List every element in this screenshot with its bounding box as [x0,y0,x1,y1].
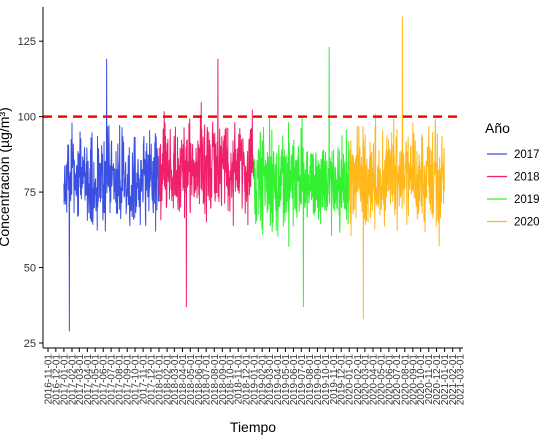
x-tick-label: 2019-11-01 [329,354,340,405]
x-tick-label: 2019-03-01 [265,354,276,406]
x-tick-label: 2020-05-01 [376,354,387,406]
x-tick-label: 2017-03-01 [75,354,86,406]
x-tick-label: 2018-03-01 [170,354,181,406]
x-tick-label: 2018-01-01 [155,354,166,406]
x-tick-label: 2019-10-01 [321,354,332,406]
x-tick-label: 2021-03-01 [456,354,467,406]
x-tick-label: 2018-10-01 [226,354,237,406]
y-tick-label: 50 [24,263,36,275]
x-tick-label: 2020-06-01 [384,354,395,406]
x-tick-label: 2016-11-01 [44,354,55,405]
x-tick-label: 2020-07-01 [392,354,403,406]
x-tick-label: 2018-12-01 [242,354,253,406]
x-tick-label: 2017-06-01 [99,354,110,406]
x-tick-label: 2018-08-01 [210,354,221,406]
x-tick-label: 2019-01-01 [250,354,261,406]
x-tick-label: 2018-06-01 [194,354,205,406]
x-tick-label: 2017-10-01 [131,354,142,406]
y-tick-label: 25 [24,338,36,350]
x-tick-label: 2020-02-01 [353,354,364,406]
series-line-2018 [158,58,255,308]
x-tick-label: 2018-02-01 [163,354,174,406]
x-tick-label: 2020-04-01 [368,354,379,406]
x-tick-label: 2019-06-01 [289,354,300,406]
x-tick-label: 2017-04-01 [83,354,94,406]
y-tick-label: 100 [18,112,36,124]
legend-label-2017: 2017 [514,149,540,161]
x-tick-label: 2018-05-01 [186,354,197,406]
x-tick-label: 2018-07-01 [202,354,213,406]
x-tick-label: 2019-08-01 [305,354,316,406]
y-axis-ticks: 25 50 75 100 125 [18,36,43,350]
y-tick-label: 75 [24,187,36,199]
x-tick-label: 2018-04-01 [178,354,189,406]
x-tick-label: 2020-03-01 [360,354,371,406]
x-tick-label: 2017-02-01 [67,354,78,406]
legend-label-2020: 2020 [514,217,540,229]
x-tick-label: 2019-02-01 [258,354,269,406]
x-tick-label: 2021-01-01 [440,354,451,406]
x-tick-label: 2018-11-01 [234,354,245,405]
x-axis-label: Tiempo [230,419,276,435]
x-tick-label: 2020-09-01 [408,354,419,406]
x-tick-label: 2019-04-01 [273,354,284,406]
legend: Año 2017 2018 2019 2020 [485,120,540,229]
x-tick-label: 2019-05-01 [281,354,292,406]
x-tick-label: 2020-11-01 [424,354,435,405]
x-tick-label: 2017-01-01 [59,354,70,406]
x-tick-label: 2019-09-01 [313,354,324,406]
x-tick-label: 2017-09-01 [123,354,134,406]
series-line-2017 [63,58,160,332]
y-axis-label: Concentración (µg/m³) [0,107,12,247]
x-tick-label: 2017-11-01 [139,354,150,405]
y-tick-label: 125 [18,36,36,48]
legend-title: Año [485,120,510,136]
x-tick-label: 2020-12-01 [432,354,443,406]
legend-items: 2017 2018 2019 2020 [487,149,540,229]
x-tick-label: 2018-09-01 [218,354,229,406]
x-tick-label: 2017-07-01 [107,354,118,406]
x-tick-label: 2020-10-01 [416,354,427,406]
series-line-2019 [253,46,350,308]
legend-label-2019: 2019 [514,194,540,206]
x-tick-label: 2020-01-01 [345,354,356,406]
x-tick-label: 2019-07-01 [297,354,308,406]
x-tick-label: 2019-12-01 [337,354,348,406]
legend-label-2018: 2018 [514,172,540,184]
x-tick-label: 2020-08-01 [400,354,411,406]
x-tick-label: 2016-12-01 [51,354,62,406]
x-tick-label: 2017-08-01 [115,354,126,406]
x-axis-ticks: 2016-11-012016-12-012017-01-012017-02-01… [44,348,467,405]
series-layer [63,16,445,332]
x-tick-label: 2017-12-01 [146,354,157,406]
series-line-2020 [348,16,445,320]
x-tick-label: 2017-05-01 [91,354,102,406]
x-tick-label: 2021-02-01 [448,354,459,406]
